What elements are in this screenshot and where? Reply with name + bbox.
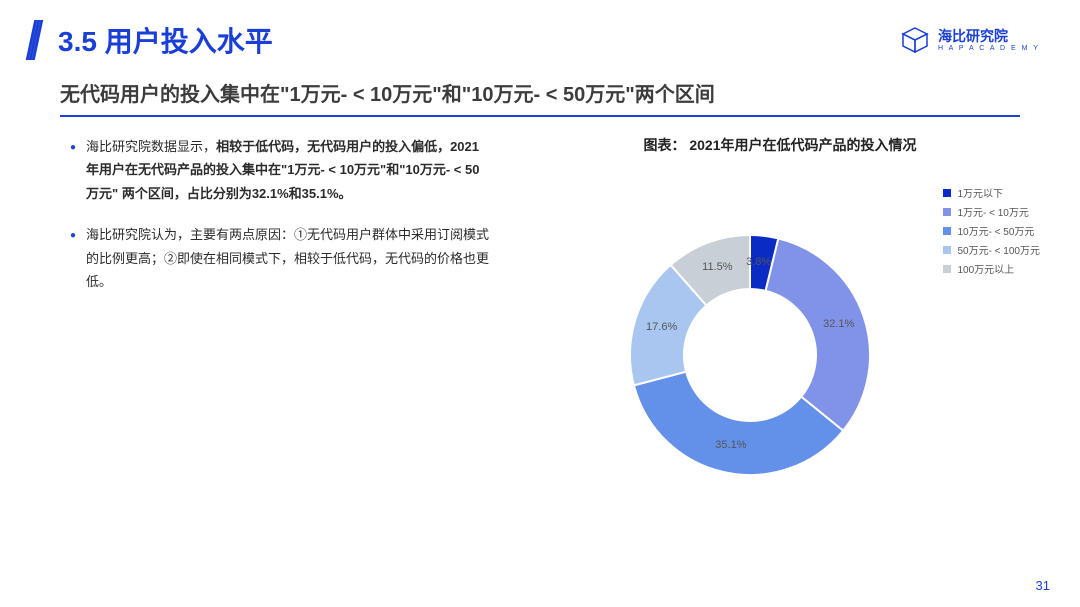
legend-item: 1万元- < 10万元 <box>943 204 1040 219</box>
brand-logo: 海比研究院 H A P A C A D E M Y <box>900 25 1040 55</box>
chart-legend: 1万元以下 1万元- < 10万元 10万元- < 50万元 50万元- < 100万… <box>943 185 1040 280</box>
legend-item: 10万元- < 50万元 <box>943 223 1040 238</box>
chart-title: 图表： 2021年用户在低代码产品的投入情况 <box>520 135 1040 155</box>
bullet-2-pre: 海比研究院认为，主要有两点原因：①无代码用户群体中采用订阅模式的比例更高；②即使… <box>86 227 489 289</box>
legend-swatch <box>943 208 951 216</box>
logo-en: H A P A C A D E M Y <box>938 45 1040 52</box>
slide-header: 3.5 用户投入水平 海比研究院 H A P A C A D E M Y <box>0 0 1080 70</box>
subtitle-container: 无代码用户的投入集中在"1万元- < 10万元"和"10万元- < 50万元"两… <box>0 70 1080 117</box>
slice-label: 3.8% <box>746 256 771 268</box>
legend-label: 10万元- < 50万元 <box>957 223 1034 238</box>
legend-item: 1万元以下 <box>943 185 1040 200</box>
logo-text: 海比研究院 H A P A C A D E M Y <box>938 29 1040 52</box>
legend-item: 100万元以上 <box>943 261 1040 276</box>
legend-label: 1万元以下 <box>957 185 1003 200</box>
slide-subtitle: 无代码用户的投入集中在"1万元- < 10万元"和"10万元- < 50万元"两… <box>60 78 1020 117</box>
section-title: 3.5 用户投入水平 <box>58 20 273 60</box>
legend-swatch <box>943 265 951 273</box>
slice-label: 32.1% <box>823 318 854 330</box>
legend-swatch <box>943 189 951 197</box>
slice-label: 35.1% <box>715 439 746 451</box>
legend-swatch <box>943 227 951 235</box>
legend-item: 50万元- < 100万元 <box>943 242 1040 257</box>
header-accent-bars <box>30 20 38 60</box>
logo-cn: 海比研究院 <box>938 29 1040 43</box>
slice-label: 17.6% <box>646 321 677 333</box>
legend-label: 1万元- < 10万元 <box>957 204 1028 219</box>
text-column: 海比研究院数据显示，相较于低代码，无代码用户的投入偏低，2021年用户在无代码产… <box>70 135 490 545</box>
slice-label: 11.5% <box>702 261 732 273</box>
bullet-1: 海比研究院数据显示，相较于低代码，无代码用户的投入偏低，2021年用户在无代码产… <box>70 135 490 205</box>
legend-label: 100万元以上 <box>957 261 1014 276</box>
donut-slice <box>766 238 870 430</box>
legend-swatch <box>943 246 951 254</box>
cube-icon <box>900 25 930 55</box>
content-row: 海比研究院数据显示，相较于低代码，无代码用户的投入偏低，2021年用户在无代码产… <box>0 117 1080 545</box>
page-number: 31 <box>1036 578 1050 593</box>
bullet-1-pre: 海比研究院数据显示， <box>86 139 216 154</box>
chart-column: 图表： 2021年用户在低代码产品的投入情况 1万元以下1万元- < 10万元1… <box>520 135 1040 545</box>
bullet-2: 海比研究院认为，主要有两点原因：①无代码用户群体中采用订阅模式的比例更高；②即使… <box>70 223 490 293</box>
legend-label: 50万元- < 100万元 <box>957 242 1040 257</box>
chart-area: 1万元以下 1万元- < 10万元 10万元- < 50万元 50万元- < 100万… <box>520 165 1040 545</box>
